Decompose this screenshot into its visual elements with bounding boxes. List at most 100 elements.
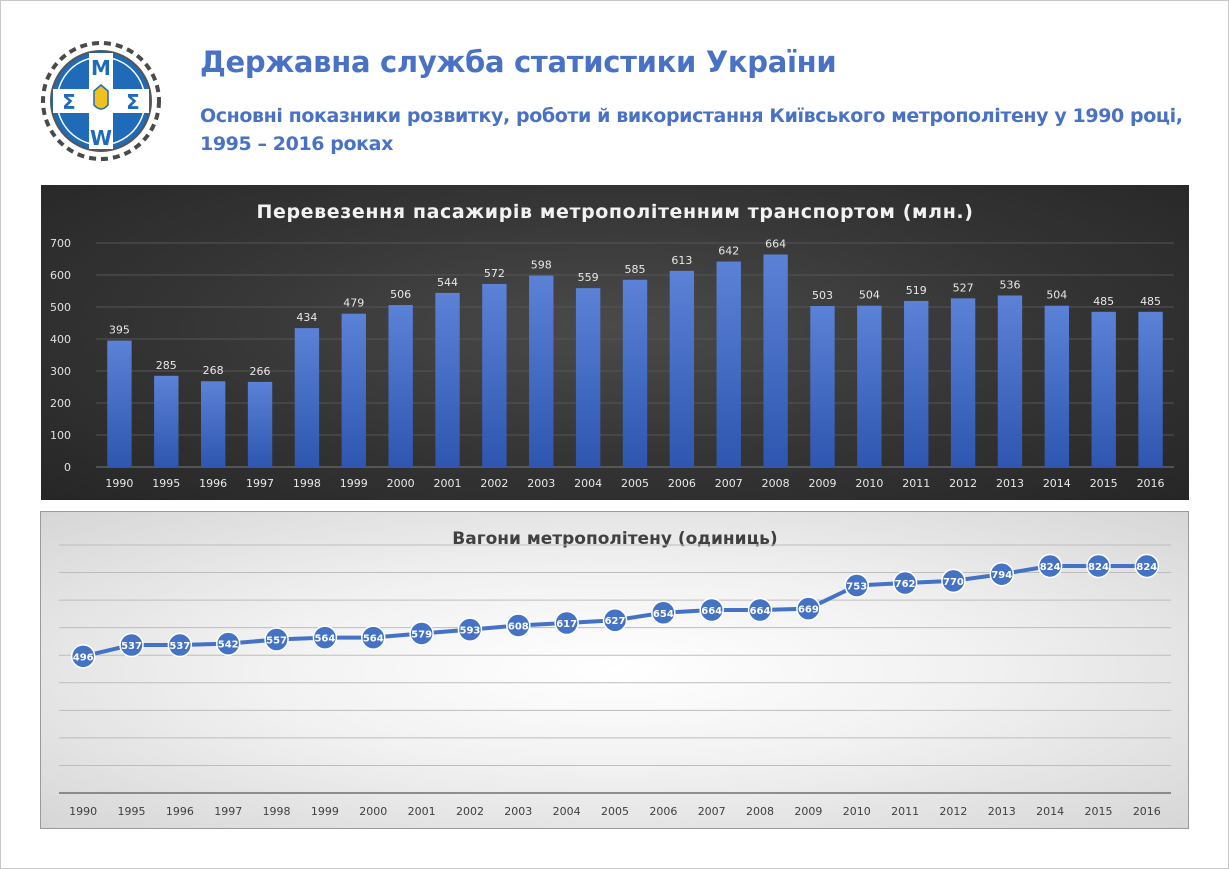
line-data-label: 537 <box>121 641 142 652</box>
bar-2006 <box>669 270 695 467</box>
bar-2012 <box>950 298 976 467</box>
line-point-2014: 824 <box>1037 553 1063 579</box>
bar-y-tick-label: 100 <box>50 429 71 442</box>
bar-x-tick-label: 2016 <box>1137 477 1165 490</box>
line-point-marker <box>70 644 96 669</box>
bar-2011 <box>904 300 929 467</box>
passenger-bar-chart: Перевезення пасажирів метрополітенним тр… <box>41 185 1189 500</box>
line-point-1998: 557 <box>264 627 289 652</box>
line-point-2005: 627 <box>602 607 628 633</box>
bar-2003 <box>529 275 554 467</box>
line-data-label: 593 <box>460 626 481 637</box>
line-point-2015: 824 <box>1086 553 1111 579</box>
bar-data-label: 664 <box>765 238 786 251</box>
bar-data-label: 536 <box>999 278 1020 291</box>
bar-data-label: 598 <box>531 259 552 272</box>
line-point-marker <box>361 625 386 650</box>
line-data-label: 824 <box>1040 562 1061 573</box>
bar-data-label: 519 <box>906 284 927 297</box>
line-data-label: 664 <box>750 606 771 617</box>
bar-2008 <box>763 254 788 467</box>
bar-2007 <box>716 261 741 467</box>
line-x-tick-label: 1996 <box>166 805 194 818</box>
bar-2009 <box>810 306 835 467</box>
bar-data-label: 504 <box>1046 289 1067 302</box>
bar-data-label: 268 <box>203 364 224 377</box>
bar-x-tick-label: 2011 <box>902 477 930 490</box>
line-point-2008: 664 <box>747 597 773 623</box>
bar-data-label: 613 <box>671 254 692 267</box>
line-point-2016: 824 <box>1134 553 1160 579</box>
bar-data-label: 504 <box>859 289 880 302</box>
line-point-marker <box>1086 553 1111 579</box>
bar-y-tick-label: 300 <box>50 365 71 378</box>
line-data-label: 608 <box>508 621 529 632</box>
bar-x-tick-label: 2001 <box>434 477 462 490</box>
line-data-label: 824 <box>1088 562 1109 573</box>
bar-1996 <box>200 381 226 467</box>
line-data-label: 669 <box>798 605 819 616</box>
bar-y-tick-label: 0 <box>64 461 71 474</box>
line-point-2000: 564 <box>361 625 386 650</box>
line-x-tick-label: 2011 <box>891 805 919 818</box>
line-point-marker <box>409 621 434 646</box>
bar-data-label: 559 <box>578 271 599 284</box>
bar-1998 <box>294 328 320 467</box>
line-x-tick-label: 2010 <box>843 805 871 818</box>
bar-x-tick-label: 2004 <box>574 477 602 490</box>
bar-2013 <box>997 295 1023 467</box>
svg-text:Σ: Σ <box>62 90 76 114</box>
line-point-2009: 669 <box>796 596 821 621</box>
line-point-2010: 753 <box>844 573 869 598</box>
line-point-marker <box>264 627 289 652</box>
bar-data-label: 642 <box>718 245 739 258</box>
bar-2015 <box>1091 311 1116 467</box>
line-point-marker <box>215 631 241 656</box>
bar-y-tick-label: 200 <box>50 397 71 410</box>
line-data-label: 824 <box>1136 562 1157 573</box>
line-data-label: 627 <box>605 616 626 627</box>
line-point-1996: 537 <box>167 632 193 658</box>
line-x-tick-label: 2007 <box>698 805 726 818</box>
bar-y-tick-label: 700 <box>50 237 71 250</box>
line-x-tick-label: 1997 <box>214 805 242 818</box>
bar-x-tick-label: 1997 <box>246 477 274 490</box>
bar-data-label: 585 <box>625 263 646 276</box>
bar-data-label: 485 <box>1093 295 1114 308</box>
line-data-label: 794 <box>991 570 1012 581</box>
line-point-marker <box>119 632 144 658</box>
line-point-marker <box>167 632 193 658</box>
wagons-line-chart-svg: Вагони метрополітену (одиниць) 496 537 537… <box>59 529 1171 818</box>
bar-x-tick-label: 1999 <box>340 477 368 490</box>
bar-2010 <box>857 305 882 467</box>
line-point-marker <box>651 600 676 626</box>
bar-x-tick-label: 2000 <box>387 477 415 490</box>
bar-data-label: 434 <box>296 311 317 324</box>
line-x-tick-label: 2002 <box>456 805 484 818</box>
bar-x-tick-label: 1995 <box>152 477 180 490</box>
line-data-label: 664 <box>701 606 722 617</box>
bar-x-tick-label: 2002 <box>480 477 508 490</box>
line-point-2001: 579 <box>409 621 434 646</box>
line-data-label: 496 <box>73 652 94 663</box>
line-point-2002: 593 <box>457 617 483 642</box>
line-point-marker <box>747 597 773 623</box>
bar-data-label: 572 <box>484 267 505 280</box>
line-x-tick-label: 2012 <box>939 805 967 818</box>
line-x-tick-label: 2014 <box>1036 805 1064 818</box>
line-data-label: 564 <box>363 634 384 645</box>
bar-x-tick-label: 2003 <box>527 477 555 490</box>
svg-text:M: M <box>91 56 111 80</box>
line-data-label: 564 <box>314 634 335 645</box>
svg-text:W: W <box>90 126 112 150</box>
line-x-tick-label: 2016 <box>1133 805 1161 818</box>
bar-data-label: 544 <box>437 276 458 289</box>
line-x-tick-label: 2005 <box>601 805 629 818</box>
bar-x-tick-label: 1998 <box>293 477 321 490</box>
line-data-label: 770 <box>943 577 964 588</box>
line-x-tick-label: 1990 <box>69 805 97 818</box>
bar-2005 <box>622 279 648 467</box>
line-point-1997: 542 <box>215 631 241 656</box>
bar-x-tick-label: 1990 <box>105 477 133 490</box>
